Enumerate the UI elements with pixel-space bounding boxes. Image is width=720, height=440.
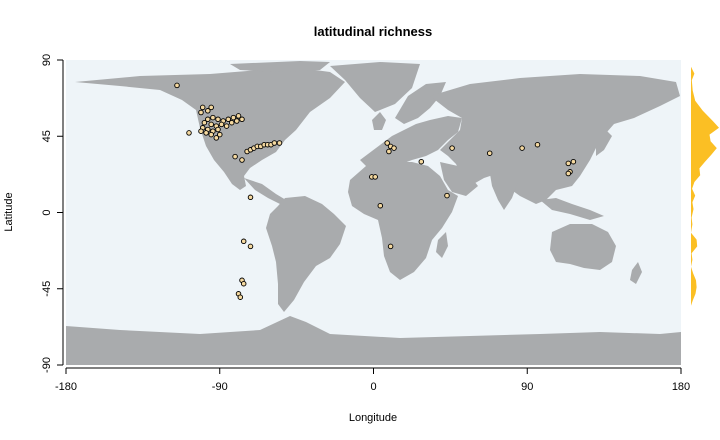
- landmass-greenland: [330, 62, 420, 112]
- landmass-arabia: [440, 162, 478, 196]
- occurrence-point: [208, 121, 214, 128]
- occurrence-point: [230, 114, 237, 121]
- landmass-south-america: [266, 196, 346, 312]
- occurrence-point: [271, 140, 278, 146]
- landmass-madagascar: [436, 232, 448, 258]
- landmass-europe: [360, 116, 462, 168]
- occurrence-point: [386, 148, 392, 155]
- occurrence-point: [203, 130, 209, 136]
- landmass-central-america: [244, 178, 286, 204]
- landmass-new-zealand: [630, 262, 642, 284]
- occurrence-point: [198, 128, 204, 134]
- occurrence-point: [240, 238, 247, 245]
- landmass-australia: [550, 224, 616, 270]
- occurrence-point: [565, 160, 572, 167]
- occurrence-point: [247, 243, 254, 250]
- occurrence-points-layer: [174, 82, 577, 300]
- x-axis: -180 -90 0 90 180: [55, 367, 690, 393]
- occurrence-point: [276, 140, 283, 146]
- occurrence-point: [210, 114, 216, 121]
- landmass-british-isles: [372, 112, 386, 130]
- occurrence-point: [201, 119, 208, 126]
- occurrence-point: [565, 170, 572, 177]
- occurrence-point: [198, 109, 204, 116]
- occurrence-point: [199, 104, 206, 111]
- y-axis: -90 -45 0 45 90: [41, 54, 64, 373]
- occurrence-point: [486, 150, 493, 156]
- richness-profile: [691, 66, 719, 306]
- occurrence-point: [213, 135, 220, 141]
- landmass-scandinavia: [395, 82, 446, 124]
- y-tick-label: -45: [41, 281, 53, 297]
- occurrence-point: [247, 194, 254, 201]
- x-axis-label: Longitude: [349, 412, 397, 424]
- occurrence-point: [418, 158, 425, 165]
- occurrence-point: [234, 118, 240, 124]
- occurrence-point: [186, 130, 192, 136]
- map-panel: [66, 60, 681, 365]
- y-tick-label: -90: [41, 357, 53, 373]
- occurrence-point: [208, 131, 214, 138]
- x-tick-label: 90: [521, 381, 533, 393]
- occurrence-point: [217, 131, 223, 138]
- occurrence-point: [377, 202, 384, 209]
- occurrence-point: [232, 153, 238, 160]
- y-tick-label: 0: [41, 209, 53, 215]
- occurrence-point: [384, 140, 390, 146]
- x-tick-label: -180: [55, 381, 77, 393]
- chart-title: latitudinal richness: [314, 24, 432, 39]
- x-tick-label: 0: [370, 381, 376, 393]
- landmass-japan: [596, 130, 612, 156]
- occurrence-point: [391, 145, 397, 151]
- y-axis-label: Latitude: [3, 192, 15, 231]
- y-tick-label: 90: [41, 54, 53, 66]
- occurrence-point: [444, 192, 450, 199]
- occurrence-point: [372, 174, 378, 180]
- landmass-arctic-islands: [230, 61, 330, 72]
- landmass-africa: [348, 162, 458, 280]
- y-tick-label: 45: [41, 130, 53, 142]
- occurrence-point: [205, 108, 211, 114]
- landmass-india: [490, 172, 518, 210]
- occurrence-point: [215, 126, 221, 133]
- occurrence-point: [570, 158, 577, 165]
- x-tick-label: -90: [212, 381, 228, 393]
- x-tick-label: 180: [672, 381, 690, 393]
- occurrence-point: [240, 280, 247, 287]
- occurrence-point: [239, 157, 245, 163]
- occurrence-point: [237, 294, 244, 300]
- landmass-asia: [430, 74, 680, 204]
- occurrence-point: [449, 145, 455, 151]
- occurrence-point: [205, 116, 211, 123]
- occurrence-point: [218, 121, 225, 128]
- occurrence-point: [208, 104, 214, 111]
- occurrence-point: [225, 116, 232, 123]
- occurrence-point: [387, 243, 394, 250]
- richness-profile-layer: [691, 66, 719, 306]
- occurrence-point: [228, 119, 235, 126]
- occurrence-point: [235, 113, 242, 119]
- occurrence-point: [239, 116, 245, 123]
- occurrence-point: [519, 145, 525, 151]
- landmass-antarctica: [66, 316, 681, 365]
- occurrence-point: [223, 123, 230, 129]
- landmass-southeast-asia: [540, 198, 604, 220]
- occurrence-point: [174, 82, 180, 89]
- occurrence-point: [534, 141, 541, 148]
- occurrence-point: [215, 116, 221, 123]
